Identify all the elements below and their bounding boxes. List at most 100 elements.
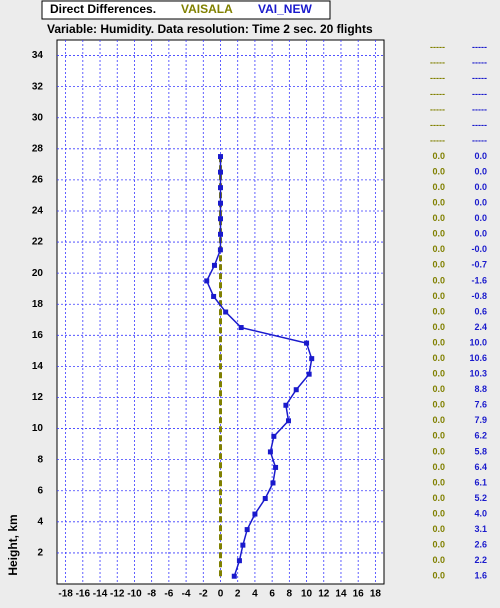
value-label: 0.0 <box>432 260 445 270</box>
x-tick-label: -12 <box>110 589 125 600</box>
marker <box>204 278 210 284</box>
marker <box>262 496 268 502</box>
marker <box>218 231 223 237</box>
x-tick-label: -4 <box>182 589 191 600</box>
x-tick-label: 8 <box>287 589 293 600</box>
value-label: ----- <box>472 135 487 145</box>
marker <box>218 185 223 191</box>
value-label: 0.0 <box>432 151 445 161</box>
y-tick-label: 26 <box>32 175 44 186</box>
marker <box>285 418 291 424</box>
y-tick-label: 22 <box>32 237 44 248</box>
value-label: 5.2 <box>474 493 487 503</box>
value-label: 0.0 <box>432 571 445 581</box>
y-tick-label: 10 <box>32 423 44 434</box>
value-label: 0.0 <box>432 540 445 550</box>
value-label: ----- <box>430 104 445 114</box>
value-label: ----- <box>472 73 487 83</box>
y-tick-label: 6 <box>37 485 43 496</box>
value-label: 0.0 <box>432 182 445 192</box>
value-label: 10.0 <box>469 337 487 347</box>
value-label: 0.0 <box>432 166 445 176</box>
value-label: 0.0 <box>474 151 487 161</box>
value-label: 4.0 <box>474 508 487 518</box>
value-label: ----- <box>430 89 445 99</box>
value-label: 0.6 <box>474 306 487 316</box>
value-label: 8.8 <box>474 384 487 394</box>
legend-box <box>41 0 331 20</box>
value-label: 6.2 <box>474 431 487 441</box>
value-label: -0.7 <box>471 260 487 270</box>
x-tick-label: 2 <box>235 589 241 600</box>
value-label: 2.6 <box>474 540 487 550</box>
legend-entry: VAI_NEW <box>258 2 312 16</box>
value-label: 0.0 <box>474 213 487 223</box>
value-label: 0.0 <box>432 353 445 363</box>
marker <box>231 573 237 579</box>
marker <box>271 433 277 439</box>
y-tick-label: 24 <box>32 206 44 217</box>
y-tick-label: 32 <box>32 81 44 92</box>
value-label: -0.0 <box>471 244 487 254</box>
y-tick-label: 30 <box>32 112 44 123</box>
value-label: -1.6 <box>471 275 487 285</box>
marker <box>211 293 217 299</box>
marker <box>270 480 276 486</box>
value-label: 3.1 <box>474 524 487 534</box>
value-label: 0.0 <box>432 306 445 316</box>
value-label: 0.0 <box>474 166 487 176</box>
value-label: 0.0 <box>474 229 487 239</box>
value-label: 0.0 <box>474 198 487 208</box>
x-tick-label: 16 <box>353 589 365 600</box>
series-line <box>205 156 313 577</box>
marker <box>306 371 312 377</box>
marker <box>211 262 217 268</box>
x-tick-label: -14 <box>93 589 108 600</box>
y-tick-label: 28 <box>32 143 44 154</box>
chart-title: Direct Differences. <box>50 2 156 16</box>
marker <box>283 402 289 408</box>
value-label: ----- <box>472 42 487 52</box>
value-label: 0.0 <box>432 477 445 487</box>
y-tick-label: 4 <box>37 516 43 527</box>
value-label: 0.0 <box>432 337 445 347</box>
y-tick-label: 2 <box>37 548 43 559</box>
value-label: ----- <box>472 120 487 130</box>
value-label: 2.2 <box>474 555 487 565</box>
value-label: ----- <box>430 58 445 68</box>
value-label: 0.0 <box>432 198 445 208</box>
value-label: 0.0 <box>432 275 445 285</box>
value-label: 0.0 <box>432 244 445 254</box>
marker <box>238 325 244 331</box>
y-tick-label: 18 <box>32 299 44 310</box>
value-label: 0.0 <box>432 400 445 410</box>
legend-entry: VAISALA <box>181 2 233 16</box>
marker <box>217 247 223 253</box>
value-label: 0.0 <box>474 182 487 192</box>
x-tick-label: 4 <box>252 589 258 600</box>
value-label: 7.6 <box>474 400 487 410</box>
marker <box>218 216 223 222</box>
value-label: 10.3 <box>469 369 487 379</box>
x-tick-label: 18 <box>370 589 382 600</box>
x-tick-label: -10 <box>127 589 142 600</box>
x-tick-label: -16 <box>76 589 91 600</box>
marker <box>223 309 229 315</box>
marker <box>218 169 223 175</box>
marker <box>218 154 223 160</box>
x-tick-label: -18 <box>58 589 73 600</box>
x-tick-label: 6 <box>269 589 275 600</box>
x-tick-label: 14 <box>335 589 347 600</box>
value-label: 6.4 <box>474 462 487 472</box>
x-tick-label: -6 <box>164 589 173 600</box>
y-tick-label: 20 <box>32 268 44 279</box>
value-label: 10.6 <box>469 353 487 363</box>
value-label: 0.0 <box>432 508 445 518</box>
value-label: ----- <box>472 104 487 114</box>
value-label: 7.9 <box>474 415 487 425</box>
chart-subtitle: Variable: Humidity. Data resolution: Tim… <box>47 22 373 36</box>
marker <box>252 511 258 517</box>
marker <box>218 200 223 206</box>
value-label: ----- <box>430 120 445 130</box>
